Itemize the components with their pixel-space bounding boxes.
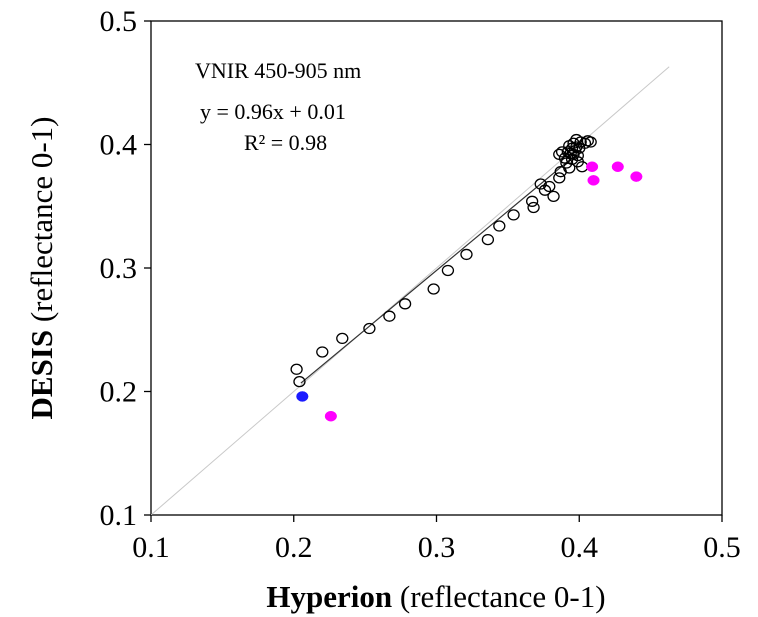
- x-axis-title: Hyperion (reflectance 0-1): [266, 579, 605, 614]
- y-axis-title-rest: (reflectance 0-1): [24, 116, 59, 329]
- y-tick-label-3: 0.4: [100, 129, 138, 162]
- data-point-s1-3: [611, 161, 624, 172]
- y-axis-title: DESIS (reflectance 0-1): [24, 116, 59, 419]
- data-point-s2-0: [296, 391, 309, 402]
- x-axis-title-rest: (reflectance 0-1): [392, 579, 605, 614]
- data-point-s1-2: [587, 175, 600, 186]
- data-point-s0-19: [553, 172, 566, 184]
- data-point-s0-14: [527, 201, 540, 214]
- x-tick-label-1: 0.2: [275, 531, 313, 564]
- data-point-s0-8: [441, 264, 455, 277]
- data-point-s0-10: [481, 233, 495, 246]
- data-point-s0-0: [290, 363, 303, 375]
- data-point-s1-1: [586, 161, 599, 172]
- regression-fit-line: [300, 157, 573, 384]
- x-tick-label-0: 0.1: [132, 531, 170, 564]
- x-axis-title-bold: Hyperion: [266, 579, 392, 614]
- equation-annotation: y = 0.96x + 0.01: [200, 99, 346, 124]
- data-point-s0-1: [293, 375, 306, 388]
- y-axis-ticks: 0.1 0.2 0.3 0.4 0.5: [100, 5, 151, 532]
- data-point-s0-41: [578, 137, 592, 149]
- data-point-s0-11: [493, 220, 506, 232]
- y-tick-label-4: 0.5: [100, 5, 138, 38]
- y-tick-label-1: 0.2: [100, 376, 138, 409]
- band-annotation: VNIR 450-905 nm: [195, 58, 361, 83]
- data-point-s0-5: [383, 310, 396, 322]
- data-point-s0-13: [525, 195, 539, 207]
- data-point-s0-9: [460, 248, 473, 261]
- y-tick-label-0: 0.1: [100, 499, 138, 532]
- data-point-s0-4: [363, 322, 376, 335]
- data-point-s0-3: [336, 332, 349, 345]
- y-axis-title-bold: DESIS: [24, 330, 59, 420]
- y-tick-label-2: 0.3: [100, 252, 138, 285]
- data-point-s0-15: [534, 178, 547, 190]
- data-point-s0-43: [584, 136, 597, 148]
- x-tick-label-3: 0.4: [561, 531, 599, 564]
- x-tick-label-2: 0.3: [418, 531, 456, 564]
- data-points: [290, 133, 643, 422]
- data-point-s0-17: [543, 180, 556, 193]
- data-point-s0-6: [398, 298, 412, 310]
- data-point-s1-0: [324, 410, 337, 422]
- data-point-s0-2: [316, 346, 329, 358]
- data-point-s0-12: [507, 209, 520, 221]
- data-point-s0-36: [571, 149, 584, 162]
- x-axis-ticks: 0.1 0.2 0.3 0.4 0.5: [132, 515, 741, 564]
- one-to-one-reference-line: [150, 66, 670, 516]
- data-point-s0-16: [538, 184, 552, 196]
- data-point-s0-7: [427, 283, 440, 295]
- data-point-s0-18: [547, 190, 560, 203]
- data-point-s1-4: [630, 171, 643, 182]
- r-squared-annotation: R² = 0.98: [244, 130, 327, 155]
- plot-area: [150, 20, 723, 516]
- x-tick-label-4: 0.5: [703, 531, 741, 564]
